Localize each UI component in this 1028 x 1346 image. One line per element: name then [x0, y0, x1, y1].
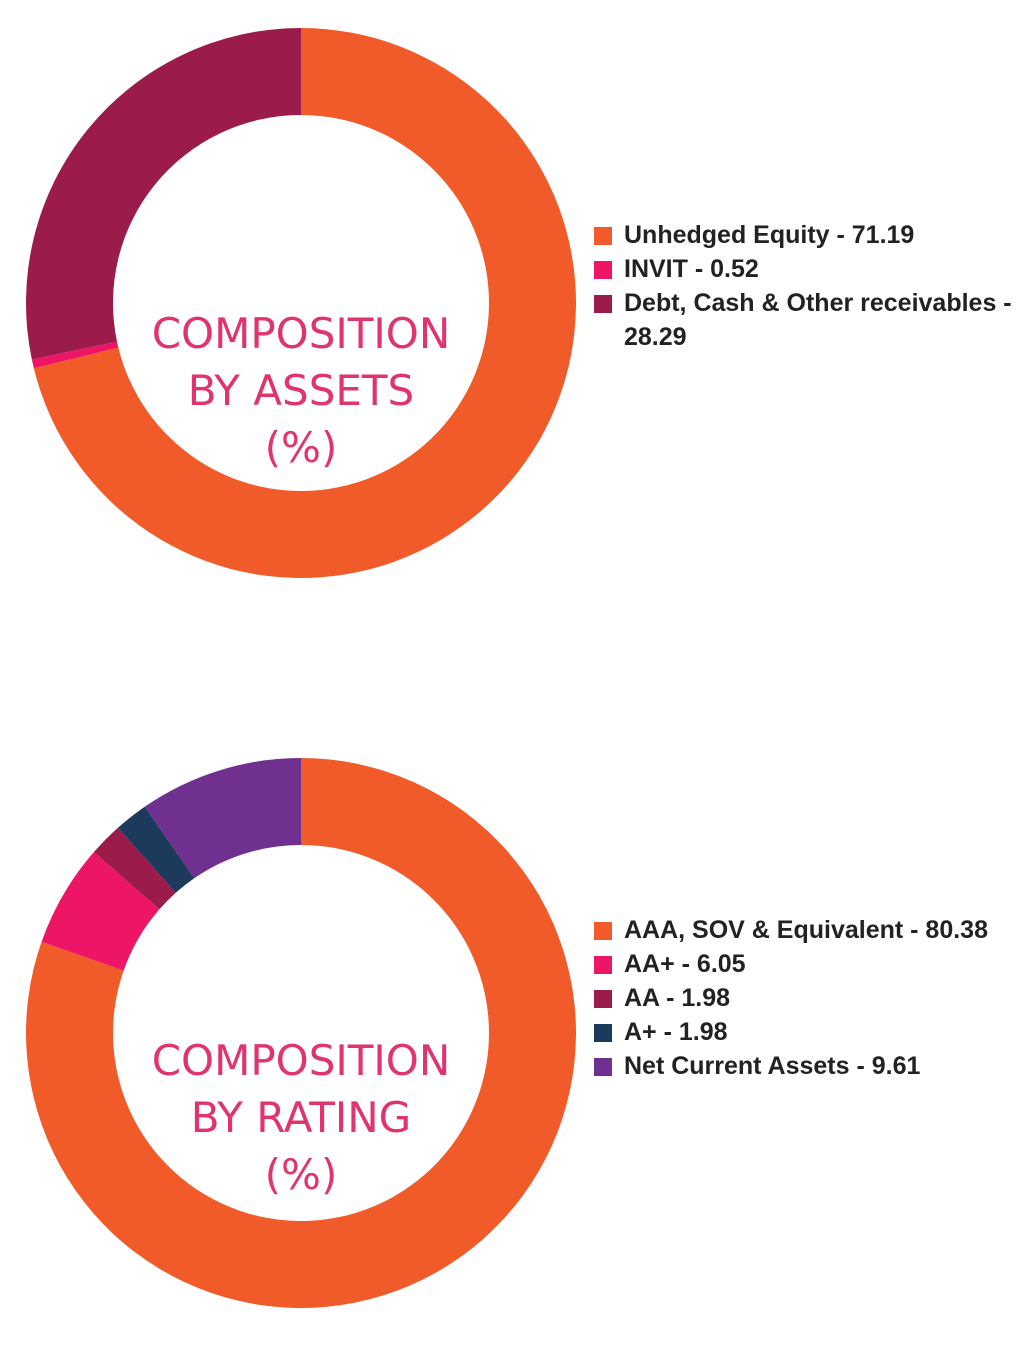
- donut-slice-a: [117, 806, 195, 893]
- legend-swatch: [594, 261, 612, 279]
- legend-label: Net Current Assets - 9.61: [624, 1052, 921, 1080]
- legend-label: Unhedged Equity - 71.19: [624, 221, 915, 249]
- center-label: COMPOSITION BY RATING (%): [26, 1032, 576, 1203]
- legend-label: A+ - 1.98: [624, 1018, 728, 1046]
- legend-item: Unhedged Equity - 71.19: [594, 218, 1024, 252]
- center-label-line: BY RATING: [190, 1093, 412, 1142]
- donut-slice-aa: [41, 852, 160, 971]
- legend-label: AA - 1.98: [624, 984, 731, 1012]
- legend: Unhedged Equity - 71.19 INVIT - 0.52 Deb…: [594, 218, 1024, 354]
- chart-composition-by-rating: COMPOSITION BY RATING (%) AAA, SOV & Equ…: [0, 730, 1028, 1330]
- legend-swatch: [594, 1024, 612, 1042]
- legend-item: AA+ - 6.05: [594, 947, 1024, 981]
- legend-label: Debt, Cash & Other receivables - 28.29: [624, 289, 1012, 351]
- donut-chart: [26, 28, 576, 578]
- legend-item: Net Current Assets - 9.61: [594, 1049, 1024, 1083]
- donut-slice-aa: [93, 827, 176, 910]
- chart-composition-by-assets: COMPOSITION BY ASSETS (%) Unhedged Equit…: [0, 0, 1028, 600]
- legend-label: INVIT - 0.52: [624, 255, 759, 283]
- legend-item: AA - 1.98: [594, 981, 1024, 1015]
- donut-slice-unhedged-equity: [33, 28, 576, 578]
- legend-item: AAA, SOV & Equivalent - 80.38: [594, 913, 1024, 947]
- legend-swatch: [594, 227, 612, 245]
- center-label-line: (%): [264, 423, 338, 472]
- legend-swatch: [594, 990, 612, 1008]
- legend-swatch: [594, 922, 612, 940]
- legend-label: AAA, SOV & Equivalent - 80.38: [624, 916, 988, 944]
- legend-swatch: [594, 295, 612, 313]
- legend: AAA, SOV & Equivalent - 80.38 AA+ - 6.05…: [594, 913, 1024, 1083]
- donut-slice-invit: [31, 341, 119, 369]
- center-label-line: COMPOSITION: [151, 309, 451, 358]
- donut-slice-aaa-sov-equivalent: [26, 758, 576, 1308]
- donut-slice-debt-cash-other-receivables: [26, 28, 302, 360]
- donut-chart: [26, 758, 576, 1308]
- legend-swatch: [594, 1058, 612, 1076]
- center-label: COMPOSITION BY ASSETS (%): [26, 305, 576, 476]
- center-label-line: BY ASSETS: [187, 366, 415, 415]
- center-label-line: (%): [264, 1150, 338, 1199]
- legend-item: Debt, Cash & Other receivables - 28.29: [594, 286, 1024, 354]
- donut-slice-net-current-assets: [144, 758, 301, 879]
- center-label-line: COMPOSITION: [151, 1036, 451, 1085]
- legend-item: A+ - 1.98: [594, 1015, 1024, 1049]
- legend-label: AA+ - 6.05: [624, 950, 746, 978]
- legend-swatch: [594, 956, 612, 974]
- legend-item: INVIT - 0.52: [594, 252, 1024, 286]
